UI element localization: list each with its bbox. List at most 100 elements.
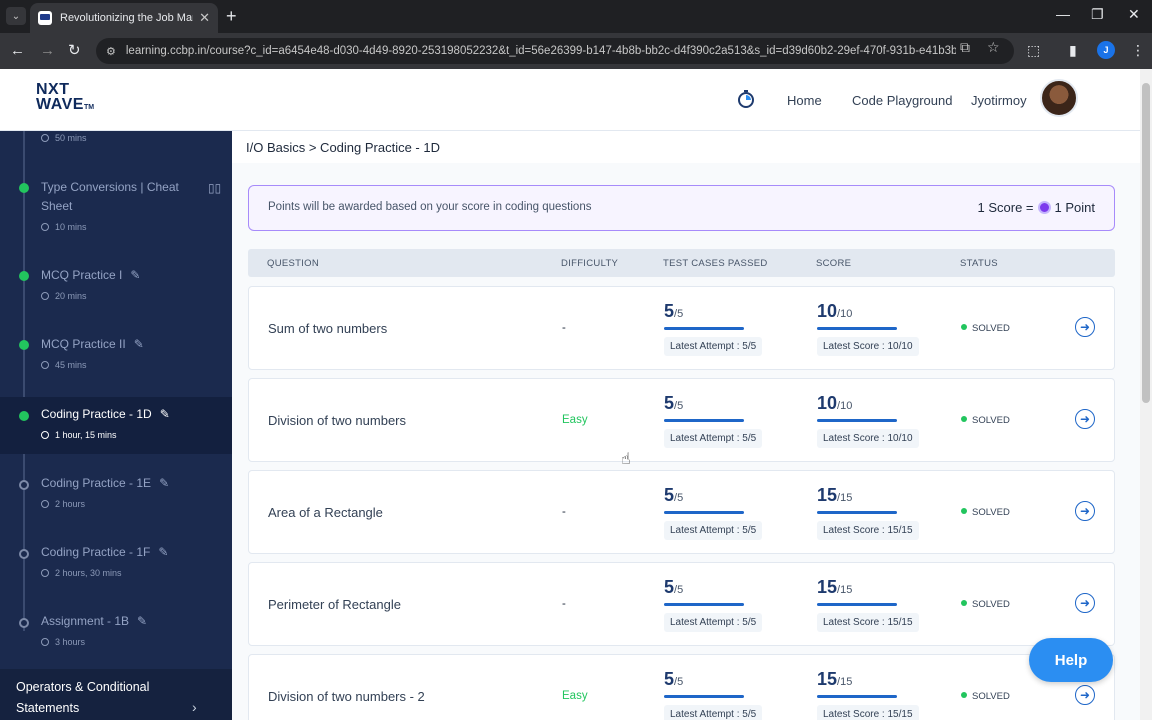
logo-line1: NXT <box>36 81 70 98</box>
question-row[interactable]: Sum of two numbers - 5/5 Latest Attempt : 5… <box>248 286 1115 370</box>
user-name[interactable]: Jyotirmoy <box>971 93 1027 108</box>
sidebar-module-operators[interactable]: Operators & Conditional Statements › <box>0 669 232 720</box>
breadcrumb[interactable]: I/O Basics > Coding Practice - 1D <box>246 140 440 155</box>
latest-attempt: Latest Attempt : 5/5 <box>664 337 763 356</box>
open-question-arrow-icon[interactable]: ➜ <box>1075 593 1095 613</box>
browser-menu-icon[interactable]: ⋮ <box>1131 42 1145 58</box>
sidebar-item-label: Assignment - 1B ✎ <box>41 612 147 631</box>
sidebar-item-previous[interactable]: 50 mins <box>0 131 232 161</box>
question-name[interactable]: Sum of two numbers <box>268 321 388 336</box>
nav-home-link[interactable]: Home <box>787 93 822 108</box>
question-difficulty: - <box>562 598 566 610</box>
point-coin-icon <box>1037 201 1051 214</box>
browser-tab[interactable]: Revolutionizing the Job Market ✕ <box>30 3 218 33</box>
questions-table-header: QUESTION DIFFICULTY TEST CASES PASSED SC… <box>248 249 1115 277</box>
tab-search-icon[interactable]: ⌄ <box>6 7 26 25</box>
completed-check-icon <box>19 340 29 350</box>
nxtwave-logo[interactable]: NXT WAVETM <box>36 82 94 115</box>
sidebar-item-duration: 3 hours <box>41 637 85 647</box>
side-panel-icon[interactable]: ▮ <box>1069 42 1077 58</box>
clock-icon <box>41 361 49 369</box>
user-avatar[interactable] <box>1040 79 1078 117</box>
column-header-score: SCORE <box>816 258 852 269</box>
sidebar-item-mcq-practice-2[interactable]: MCQ Practice II ✎ 45 mins <box>0 328 232 384</box>
site-favicon-icon <box>38 11 52 25</box>
page-scrollbar[interactable] <box>1140 69 1152 720</box>
restore-icon[interactable]: ❐ <box>1091 6 1104 22</box>
question-score: 10/10 <box>817 301 853 321</box>
solved-dot-icon <box>961 692 967 698</box>
question-score: 15/15 <box>817 669 853 689</box>
extensions-icon[interactable]: ⬚ <box>1027 42 1041 58</box>
question-name[interactable]: Perimeter of Rectangle <box>268 597 401 612</box>
test-cases-progress-bar <box>664 511 744 514</box>
test-cases-passed: 5/5 <box>664 669 684 689</box>
latest-score: Latest Score : 15/15 <box>817 705 919 720</box>
url-text[interactable]: learning.ccbp.in/course?c_id=a6454e48-d0… <box>125 45 956 57</box>
address-bar[interactable]: ⚙ learning.ccbp.in/course?c_id=a6454e48-… <box>96 38 1014 64</box>
scrollbar-thumb[interactable] <box>1142 83 1150 403</box>
sidebar-item-mcq-practice-1[interactable]: MCQ Practice I ✎ 20 mins <box>0 259 232 315</box>
main-content: I/O Basics > Coding Practice - 1D Points… <box>232 131 1140 720</box>
open-question-arrow-icon[interactable]: ➜ <box>1075 317 1095 337</box>
question-difficulty: Easy <box>562 690 588 702</box>
completed-check-icon <box>19 411 29 421</box>
points-info-text: Points will be awarded based on your sco… <box>268 201 592 213</box>
sidebar-item-coding-practice-1e[interactable]: Coding Practice - 1E ✎ 2 hours <box>0 467 232 523</box>
site-info-icon[interactable]: ⚙ <box>106 45 116 58</box>
browser-profile-avatar[interactable]: J <box>1097 41 1115 59</box>
edit-pencil-icon: ✎ <box>159 407 170 421</box>
score-progress-bar <box>817 603 897 606</box>
question-row[interactable]: Division of two numbers - 2 Easy 5/5 Latest… <box>248 654 1115 720</box>
question-row[interactable]: Division of two numbers Easy 5/5 Latest Att… <box>248 378 1115 462</box>
sidebar-item-label: Coding Practice - 1F ✎ <box>41 543 168 562</box>
pending-circle-icon <box>19 618 29 628</box>
solved-dot-icon <box>961 324 967 330</box>
bookmark-star-icon[interactable]: ☆ <box>987 39 1000 55</box>
forward-icon[interactable]: → <box>40 42 55 59</box>
breadcrumb-bar: I/O Basics > Coding Practice - 1D <box>232 131 1140 163</box>
new-tab-icon[interactable]: + <box>226 6 237 26</box>
edit-pencil-icon: ✎ <box>137 614 148 628</box>
clock-icon <box>41 223 49 231</box>
column-header-test-cases: TEST CASES PASSED <box>663 258 768 269</box>
pending-circle-icon <box>19 480 29 490</box>
clock-icon <box>41 569 49 577</box>
latest-score: Latest Score : 15/15 <box>817 521 919 540</box>
open-question-arrow-icon[interactable]: ➜ <box>1075 685 1095 705</box>
solved-dot-icon <box>961 600 967 606</box>
question-row[interactable]: Perimeter of Rectangle - 5/5 Latest Attempt… <box>248 562 1115 646</box>
edit-pencil-icon: ✎ <box>130 268 141 282</box>
question-row[interactable]: Area of a Rectangle - 5/5 Latest Attempt : … <box>248 470 1115 554</box>
nav-code-playground-link[interactable]: Code Playground <box>852 93 953 108</box>
back-icon[interactable]: ← <box>10 42 25 59</box>
sidebar-module-title: Operators & Conditional Statements <box>16 680 150 715</box>
score-progress-bar <box>817 695 897 698</box>
sidebar-item-label: MCQ Practice II ✎ <box>41 335 144 354</box>
latest-score: Latest Score : 10/10 <box>817 429 919 448</box>
logo-line2: WAVE <box>36 96 84 113</box>
test-cases-passed: 5/5 <box>664 301 684 321</box>
minimize-icon[interactable]: — <box>1056 6 1070 22</box>
question-name[interactable]: Division of two numbers - 2 <box>268 689 425 704</box>
close-tab-icon[interactable]: ✕ <box>199 10 210 25</box>
sidebar-item-duration: 2 hours <box>41 499 85 509</box>
stopwatch-icon[interactable] <box>736 89 756 109</box>
sidebar-item-coding-practice-1d[interactable]: Coding Practice - 1D ✎ 1 hour, 15 mins <box>0 397 232 454</box>
status-badge: SOLVED <box>961 691 1010 702</box>
question-difficulty: - <box>562 506 566 518</box>
sidebar-item-assignment-1b[interactable]: Assignment - 1B ✎ 3 hours <box>0 605 232 661</box>
close-window-icon[interactable]: ✕ <box>1128 6 1140 22</box>
question-name[interactable]: Area of a Rectangle <box>268 505 383 520</box>
open-question-arrow-icon[interactable]: ➜ <box>1075 501 1095 521</box>
test-cases-progress-bar <box>664 695 744 698</box>
install-app-icon[interactable]: ⧉ <box>960 39 970 55</box>
sidebar-item-coding-practice-1f[interactable]: Coding Practice - 1F ✎ 2 hours, 30 mins <box>0 536 232 592</box>
question-name[interactable]: Division of two numbers <box>268 413 406 428</box>
sidebar-item-type-conversions[interactable]: Type Conversions | Cheat Sheet ▯▯ 10 min… <box>0 171 232 239</box>
open-question-arrow-icon[interactable]: ➜ <box>1075 409 1095 429</box>
score-progress-bar <box>817 511 897 514</box>
reload-icon[interactable]: ↻ <box>68 42 81 59</box>
help-button[interactable]: Help <box>1029 638 1113 682</box>
question-score: 15/15 <box>817 485 853 505</box>
